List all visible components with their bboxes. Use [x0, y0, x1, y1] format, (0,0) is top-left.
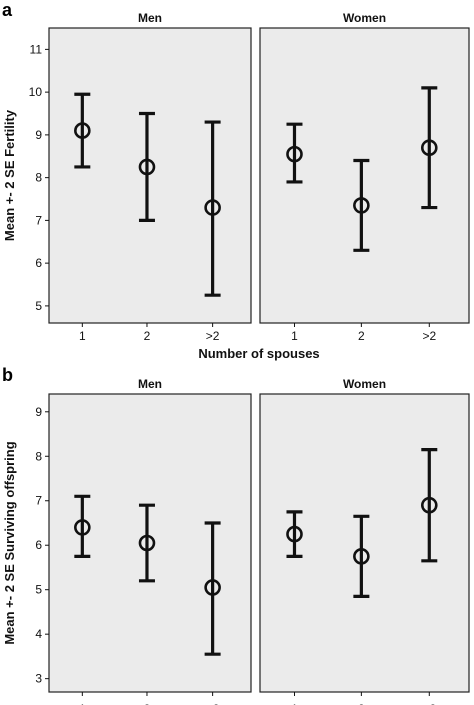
mean-point	[204, 579, 221, 596]
y-tick-label: 9	[35, 128, 42, 142]
y-tick-label: 5	[35, 583, 42, 597]
facet-label: Men	[138, 11, 162, 25]
y-tick-label: 3	[35, 672, 42, 686]
plot-panel	[259, 393, 470, 693]
y-tick-label: 7	[35, 494, 42, 508]
x-tick-label: 2	[144, 702, 151, 705]
facet-label: Women	[343, 11, 386, 25]
facet-women: Women 1 2 >2	[259, 11, 470, 343]
y-axis-title: Mean +- 2 SE Fertility	[2, 109, 17, 241]
mean-point	[74, 519, 91, 536]
mean-point	[420, 139, 438, 157]
mean-point	[138, 534, 156, 552]
x-tick-label: 1	[291, 329, 298, 343]
x-tick-label: 1	[291, 702, 298, 705]
x-tick-label: >2	[206, 329, 220, 343]
y-tick-label: 6	[35, 256, 42, 270]
chart-a: a Men 1 2 >2 Women 1 2 >2 5 6 7 8 9 10 11 Number of spou…	[2, 0, 470, 361]
facet-men: Men 1 2 >2	[48, 377, 252, 705]
facet-men: Men 1 2 >2	[48, 11, 252, 343]
mean-point	[204, 199, 221, 216]
x-tick-label: >2	[206, 702, 220, 705]
mean-point	[353, 197, 370, 214]
y-tick-label: 9	[35, 405, 42, 419]
mean-point	[286, 525, 303, 543]
x-tick-label: 2	[358, 329, 365, 343]
plot-panel	[259, 27, 470, 324]
y-tick-label: 11	[30, 42, 43, 56]
plot-panel	[48, 393, 252, 693]
x-tick-label: 2	[358, 702, 365, 705]
x-axis-title: Number of spouses	[198, 346, 319, 361]
y-tick-label: 8	[35, 171, 42, 185]
panel-letter: a	[2, 0, 13, 20]
y-tick-label: 10	[29, 85, 43, 99]
panel-letter: b	[2, 365, 13, 385]
facet-label: Men	[138, 377, 162, 391]
y-axis-title: Mean +- 2 SE Surviving offspring	[2, 441, 17, 644]
y-tick-label: 7	[35, 213, 42, 227]
x-tick-label: 1	[79, 329, 86, 343]
y-tick-label: 5	[35, 299, 42, 313]
y-tick-label: 8	[35, 449, 42, 463]
mean-point	[420, 496, 438, 514]
plot-panel	[48, 27, 252, 324]
mean-point	[74, 122, 91, 139]
y-tick-label: 4	[35, 627, 42, 641]
y-tick-label: 6	[35, 538, 42, 552]
x-tick-label: >2	[422, 702, 436, 705]
facet-women: Women 1 2 >2	[259, 377, 470, 705]
facet-label: Women	[343, 377, 386, 391]
x-tick-label: 2	[144, 329, 151, 343]
mean-point	[286, 145, 303, 163]
x-tick-label: 1	[79, 702, 86, 705]
mean-point	[138, 158, 156, 176]
x-tick-label: >2	[422, 329, 436, 343]
mean-point	[353, 548, 370, 565]
